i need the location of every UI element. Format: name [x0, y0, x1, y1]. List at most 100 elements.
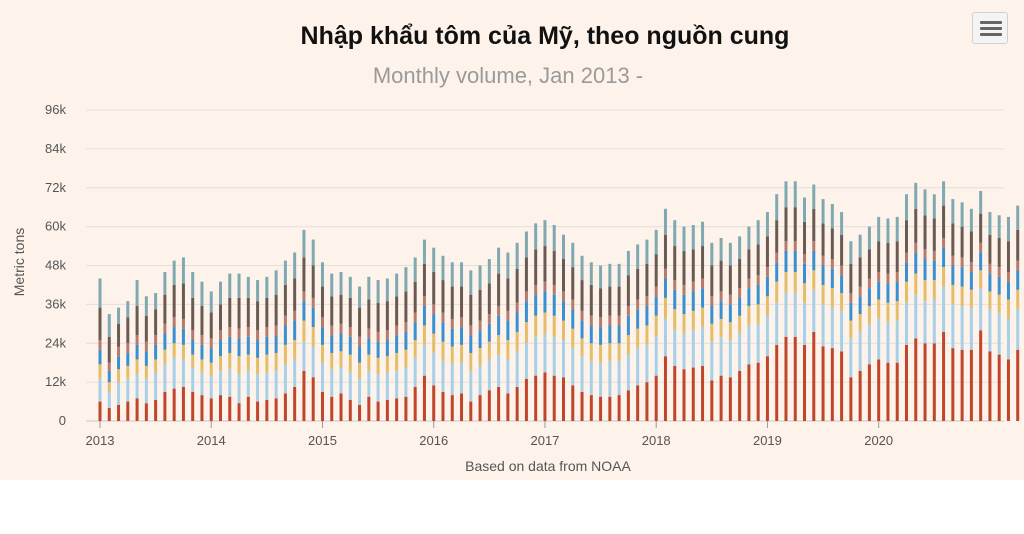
bar-segment [376, 341, 380, 358]
bar-segment [589, 361, 593, 396]
bar-segment [784, 241, 788, 251]
bar-segment [432, 314, 436, 334]
bar-segment [181, 318, 185, 329]
bar-segment [1016, 229, 1020, 261]
bar-segment [450, 286, 454, 319]
bar-segment [589, 395, 593, 421]
bar-segment [951, 265, 955, 285]
bar-segment [228, 369, 232, 397]
bar-segment [608, 343, 612, 362]
bar-segment [246, 396, 250, 421]
bar-segment [181, 328, 185, 345]
chart-context-menu-button[interactable] [972, 12, 1008, 44]
bar-segment [979, 270, 983, 289]
bar-segment [877, 318, 881, 360]
bar-segment [274, 325, 278, 336]
bar-segment [654, 336, 658, 376]
bar-segment [135, 374, 139, 399]
bar-segment [237, 338, 241, 357]
bar-segment [404, 267, 408, 292]
bar-segment [849, 263, 853, 294]
bar-segment [728, 242, 732, 266]
bar-segment [441, 322, 445, 342]
bar-segment [515, 312, 519, 332]
bar-segment [98, 349, 102, 365]
bar-segment [395, 352, 399, 371]
bar-segment [358, 336, 362, 347]
bar-segment [979, 190, 983, 214]
bar-segment [645, 296, 649, 306]
bar-segment [765, 296, 769, 316]
bar-segment [460, 362, 464, 394]
y-tick-label: 84k [45, 141, 66, 156]
bar-segment [589, 262, 593, 285]
bar-segment [580, 320, 584, 339]
bar-segment [154, 309, 158, 336]
bar-segment [246, 370, 250, 397]
bar-segment [191, 297, 195, 331]
bar-segment [469, 401, 473, 421]
bar-segment [404, 349, 408, 368]
bar-segment [311, 327, 315, 347]
bar-segment [497, 335, 501, 355]
bar-segment [181, 359, 185, 387]
bar-segment [719, 301, 723, 319]
bar-segment [710, 323, 714, 342]
bar-segment [793, 271, 797, 294]
bar-segment [191, 271, 195, 298]
bar-segment [682, 369, 686, 421]
bar-segment [701, 246, 705, 279]
bar-segment [617, 395, 621, 421]
bar-segment [256, 401, 260, 421]
bar-segment [803, 283, 807, 303]
chart-panel: Nhập khẩu tôm của Mỹ, theo nguồn cung Mo… [0, 0, 1024, 480]
bar-segment [98, 378, 102, 402]
bar-segment [320, 317, 324, 328]
y-tick-label: 36k [45, 296, 66, 311]
bar-segment [506, 340, 510, 360]
bar-segment [793, 250, 797, 272]
bar-segment [469, 270, 473, 295]
bar-segment [339, 323, 343, 334]
bar-segment [163, 391, 167, 421]
bar-segment [302, 229, 306, 258]
bar-segment [719, 318, 723, 337]
bar-segment [747, 325, 751, 365]
bar-segment [209, 312, 213, 339]
bar-segment [126, 317, 130, 344]
bar-segment [960, 349, 964, 421]
bar-segment [293, 278, 297, 311]
bar-segment [923, 189, 927, 216]
bar-segment [830, 228, 834, 260]
bar-segment [682, 294, 686, 315]
bar-segment [256, 280, 260, 302]
bar-segment [246, 297, 250, 328]
bar-segment [738, 288, 742, 298]
bar-segment [803, 344, 807, 421]
bar-segment [515, 351, 519, 387]
bar-segment [135, 280, 139, 306]
bar-segment [432, 333, 436, 353]
bar-segment [793, 293, 797, 337]
bar-segment [209, 291, 213, 313]
bar-segment [886, 362, 890, 421]
bar-segment [219, 340, 223, 357]
bar-segment [432, 247, 436, 272]
bar-segment [293, 359, 297, 387]
bar-segment [589, 284, 593, 316]
bar-segment [358, 404, 362, 421]
bar-segment [979, 330, 983, 421]
bar-segment [219, 281, 223, 305]
bar-segment [599, 396, 603, 421]
bar-segment [589, 343, 593, 362]
bar-segment [867, 288, 871, 306]
bar-segment [274, 294, 278, 326]
bar-segment [422, 239, 426, 264]
bar-segment [562, 291, 565, 302]
bar-segment [320, 344, 324, 363]
bar-segment [1016, 260, 1020, 271]
bar-segment [895, 271, 899, 282]
bar-segment [923, 215, 927, 250]
bar-segment [293, 320, 297, 341]
bar-segment [562, 320, 565, 341]
